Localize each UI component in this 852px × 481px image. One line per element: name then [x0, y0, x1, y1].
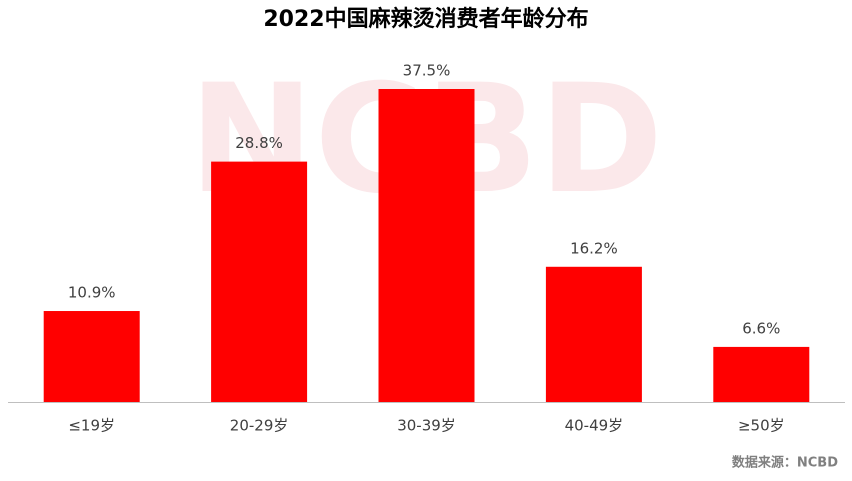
bar: [713, 346, 810, 402]
bar: [545, 266, 642, 402]
value-label: 16.2%: [570, 239, 618, 257]
x-tick-label: 40-49岁: [565, 417, 624, 435]
value-label: 37.5%: [403, 62, 451, 80]
chart-title: 2022中国麻辣烫消费者年龄分布: [263, 6, 588, 32]
value-label: 10.9%: [68, 284, 116, 302]
value-label: 6.6%: [742, 319, 780, 337]
value-label: 28.8%: [235, 134, 283, 152]
bar: [211, 161, 308, 402]
x-tick-label: ≤19岁: [68, 417, 115, 435]
bar: [43, 311, 140, 402]
x-tick-label: 20-29岁: [230, 417, 289, 435]
source: 数据来源：NCBD: [732, 455, 838, 471]
bar: [378, 89, 475, 402]
x-tick-label: ≥50岁: [738, 417, 785, 435]
x-tick-label: 30-39岁: [397, 417, 456, 435]
